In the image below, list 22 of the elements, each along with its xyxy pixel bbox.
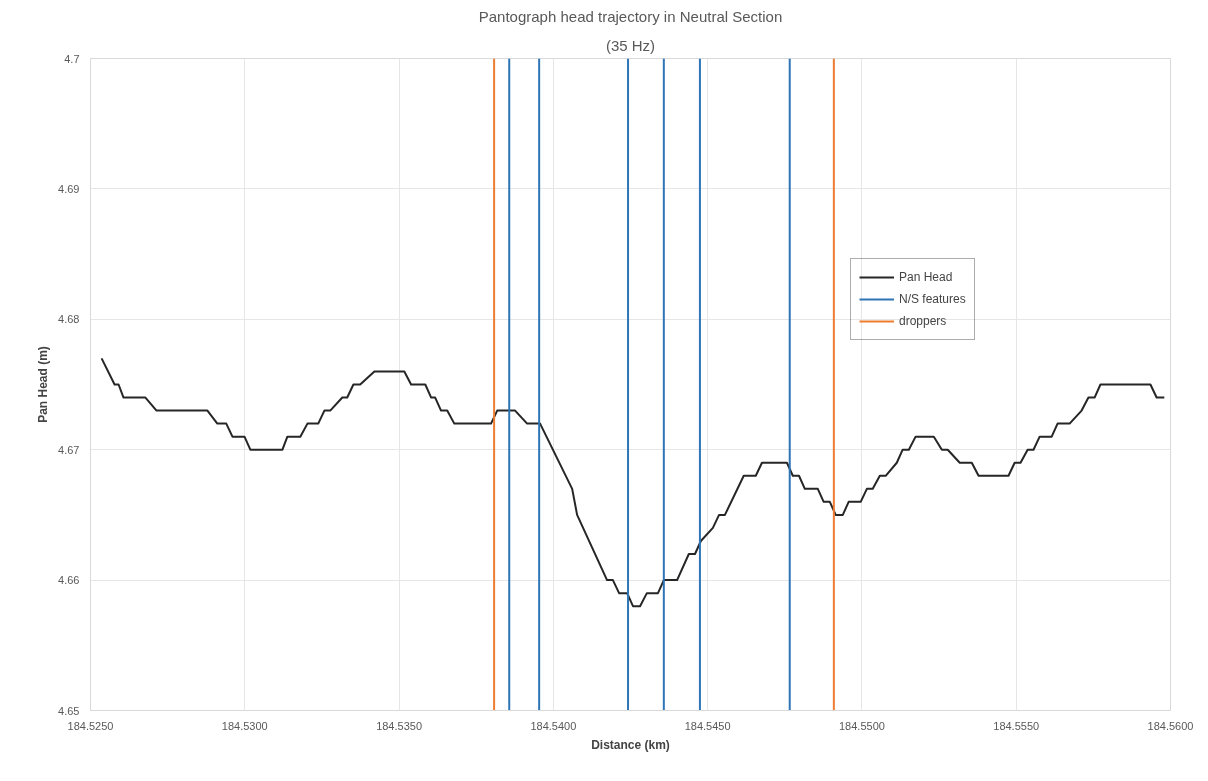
x-tick-label: 184.5350 bbox=[376, 719, 423, 732]
chart-subtitle: (35 Hz) bbox=[605, 36, 656, 54]
y-tick-label: 4.65 bbox=[58, 704, 80, 717]
x-tick-label: 184.5400 bbox=[530, 719, 577, 732]
legend-label: N/S features bbox=[899, 292, 966, 306]
y-tick-label: 4.69 bbox=[58, 182, 80, 195]
x-tick-label: 184.5450 bbox=[684, 719, 731, 732]
legend-label: Pan Head bbox=[899, 270, 953, 284]
x-tick-label: 184.5500 bbox=[838, 719, 885, 732]
chart-title: Pantograph head trajectory in Neutral Section bbox=[478, 7, 783, 25]
x-tick-label: 184.5250 bbox=[67, 719, 114, 732]
x-tick-label: 184.5550 bbox=[993, 719, 1040, 732]
y-tick-label: 4.68 bbox=[58, 313, 80, 326]
y-tick-label: 4.67 bbox=[58, 443, 80, 456]
y-axis-title: Pan Head (m) bbox=[36, 346, 51, 423]
line-series bbox=[100, 357, 1166, 608]
x-tick-label: 184.5600 bbox=[1147, 719, 1194, 732]
y-tick-label: 4.7 bbox=[64, 52, 80, 65]
x-axis-title: Distance (km) bbox=[591, 737, 670, 752]
y-tick-label: 4.66 bbox=[58, 574, 80, 587]
x-tick-label: 184.5300 bbox=[221, 719, 268, 732]
legend-label: droppers bbox=[899, 314, 947, 328]
